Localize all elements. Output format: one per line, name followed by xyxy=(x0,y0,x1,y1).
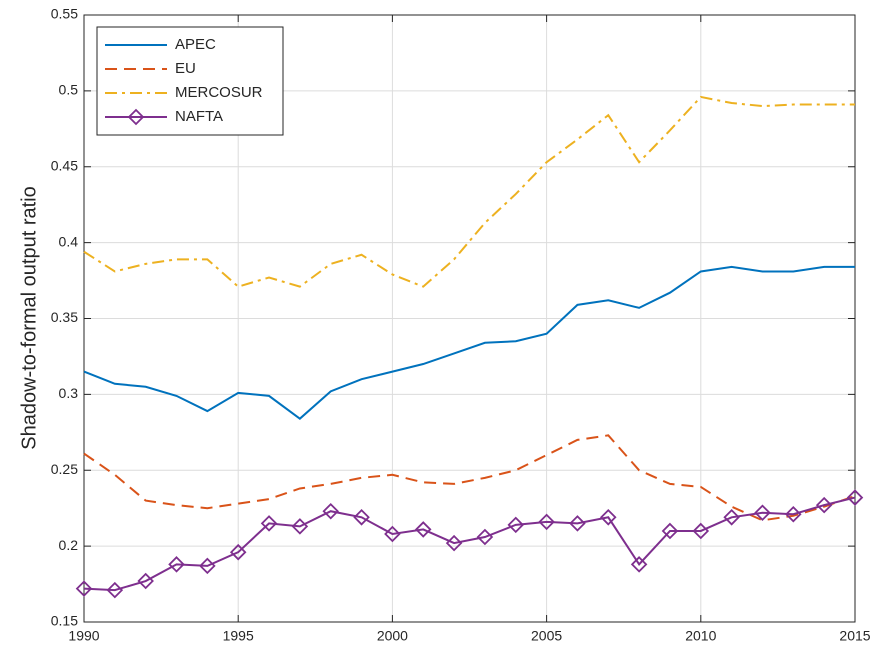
y-tick-label: 0.35 xyxy=(51,309,78,325)
y-tick-label: 0.2 xyxy=(59,537,79,553)
series-line xyxy=(83,265,855,420)
y-tick-label: 0.15 xyxy=(51,613,78,629)
x-tick-label: 1990 xyxy=(68,628,99,644)
marker xyxy=(476,528,494,546)
marker xyxy=(353,509,370,526)
x-tick-label: 1995 xyxy=(223,628,254,644)
y-tick-label: 0.25 xyxy=(51,461,78,477)
y-tick-label: 0.45 xyxy=(51,157,78,173)
x-tick-label: 2000 xyxy=(377,628,408,644)
marker xyxy=(754,504,771,522)
x-tick-label: 2010 xyxy=(685,628,716,644)
marker xyxy=(723,509,740,526)
marker xyxy=(507,516,525,534)
marker xyxy=(414,521,432,538)
marker xyxy=(229,543,247,561)
marker xyxy=(199,557,216,575)
legend-marker xyxy=(127,108,145,126)
legend-label: MERCOSUR xyxy=(175,84,263,101)
marker xyxy=(322,502,339,520)
marker xyxy=(815,496,833,514)
marker xyxy=(785,505,802,523)
marker xyxy=(630,556,648,573)
marker xyxy=(538,513,555,531)
marker xyxy=(445,534,463,552)
axes-box xyxy=(83,14,856,623)
y-tick-label: 0.4 xyxy=(59,233,79,249)
marker xyxy=(260,515,278,532)
marker xyxy=(106,581,124,599)
legend-label: NAFTA xyxy=(175,108,223,125)
marker xyxy=(291,518,309,535)
y-tick-label: 0.55 xyxy=(51,6,78,22)
y-axis-label: Shadow-to-formal output ratio xyxy=(18,186,40,449)
marker xyxy=(75,580,93,597)
series-line xyxy=(83,434,856,522)
legend-label: EU xyxy=(175,60,196,77)
marker xyxy=(661,522,679,540)
marker xyxy=(137,572,154,590)
x-tick-label: 2005 xyxy=(531,628,562,644)
series-line xyxy=(83,95,855,288)
marker xyxy=(600,509,617,526)
marker xyxy=(384,525,401,543)
y-tick-label: 0.5 xyxy=(59,82,79,98)
marker xyxy=(168,556,185,573)
marker xyxy=(846,489,864,506)
y-tick-label: 0.3 xyxy=(59,385,79,401)
marker xyxy=(692,522,710,540)
x-tick-label: 2015 xyxy=(839,628,870,644)
legend-label: APEC xyxy=(175,36,216,53)
marker xyxy=(569,515,586,532)
